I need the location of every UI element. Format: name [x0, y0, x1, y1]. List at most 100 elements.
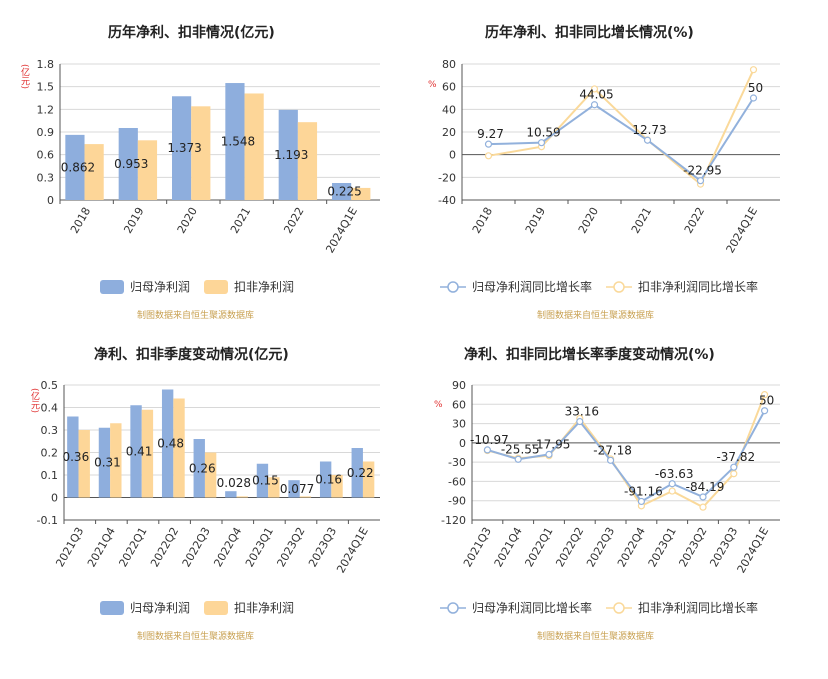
deducted-profit-bar: [84, 144, 104, 200]
deducted-profit-bar: [173, 398, 185, 498]
net-growth-point: [730, 463, 738, 471]
deducted-profit-bar: [297, 122, 318, 200]
net-profit-bar: [65, 134, 85, 200]
net-growth-point: [483, 446, 492, 454]
deducted-growth-point: [730, 470, 738, 478]
legend: 归母净利润同比增长率 扣非净利润同比增长率: [440, 278, 772, 295]
deducted-profit-bar: [362, 461, 375, 498]
y-tick-label: 1.8: [37, 58, 55, 71]
legend-line-marker: [606, 601, 633, 614]
chart-title: 净利、扣非同比增长率季度变动情况(%): [464, 347, 715, 363]
deducted-profit-bar: [244, 93, 264, 200]
y-tick-label: -90: [448, 495, 466, 508]
x-tick-label: 2020: [175, 205, 200, 236]
legend-label: 归母净利润: [130, 601, 191, 615]
data-label: 0.41: [126, 444, 153, 458]
net-growth-point: [696, 177, 705, 185]
x-tick-label: 2022Q4: [211, 525, 244, 569]
deducted-profit-bar: [110, 423, 122, 498]
net-growth-point: [607, 456, 615, 464]
x-tick-label: 2023Q3: [306, 525, 339, 569]
legend-label: 扣非净利润同比增长率: [638, 280, 759, 294]
net-profit-bar: [193, 439, 205, 498]
x-tick-label: 2018: [68, 205, 93, 236]
x-tick-label: 2022Q3: [180, 525, 213, 569]
data-label: -84.19: [686, 480, 725, 494]
x-tick-label: 2018: [470, 205, 495, 236]
legend: 归母净利润同比增长率 扣非净利润同比增长率: [440, 599, 772, 616]
data-label: 1.373: [167, 141, 201, 155]
deducted-profit-bar: [299, 496, 312, 498]
net-profit-bar: [172, 96, 192, 200]
data-label: -10.97: [470, 433, 509, 447]
x-tick-label: 2021: [629, 205, 654, 236]
data-label: 0.16: [315, 473, 342, 487]
data-label: 12.73: [632, 123, 666, 137]
y-tick-label: 0.4: [41, 402, 59, 415]
data-label: 50: [748, 81, 763, 95]
y-tick-label: 0.5: [41, 379, 59, 392]
y-tick-label: 0.3: [37, 171, 55, 184]
y-tick-label: -30: [448, 456, 466, 469]
legend-item-net-profit[interactable]: 归母净利润: [100, 278, 190, 295]
data-label: 0.077: [280, 482, 314, 496]
y-tick-label: 30: [452, 418, 466, 431]
y-tick-label: 0: [51, 492, 58, 505]
legend-item-deducted-profit[interactable]: 扣非净利润: [204, 278, 294, 295]
deducted-profit-bar: [268, 477, 280, 498]
net-growth-point: [545, 450, 553, 458]
net-profit-bar: [319, 461, 332, 498]
net-growth-point: [637, 497, 645, 506]
data-label: -91.16: [624, 484, 663, 498]
data-label: 44.05: [579, 88, 613, 102]
net-growth-point: [761, 407, 769, 415]
data-label: -37.82: [716, 450, 755, 464]
x-tick-label: 2022Q2: [148, 525, 181, 569]
net-profit-bar: [256, 463, 269, 498]
x-tick-label: 2021Q4: [85, 525, 118, 569]
y-tick-label: 90: [452, 379, 466, 392]
legend-label: 归母净利润: [130, 280, 191, 294]
data-label: 0.862: [61, 160, 95, 174]
net-growth-point: [699, 493, 707, 501]
legend-label: 归母净利润同比增长率: [472, 601, 593, 615]
legend-swatch: [100, 279, 124, 294]
y-tick-label: 20: [442, 126, 456, 139]
deducted-profit-bar: [191, 106, 211, 200]
legend: 归母净利润 扣非净利润: [100, 599, 308, 616]
legend-item-net-growth[interactable]: 归母净利润同比增长率: [440, 599, 592, 616]
x-tick-label: 2023Q1: [243, 525, 276, 569]
deducted-profit-bar: [236, 496, 248, 498]
deducted-growth-point: [668, 487, 676, 495]
y-tick-label: 80: [442, 58, 456, 71]
net-profit-bar: [130, 405, 142, 498]
data-label: 10.59: [526, 126, 560, 140]
legend-item-deducted-growth[interactable]: 扣非净利润同比增长率: [606, 599, 758, 616]
quarterly-growth-chart: -120-90-60-3003060902021Q32021Q42022Q120…: [441, 379, 780, 575]
legend-item-deducted-growth[interactable]: 扣非净利润同比增长率: [606, 278, 758, 295]
net-profit-bar: [118, 127, 138, 200]
deducted-growth-point: [749, 66, 758, 74]
data-label: -63.63: [655, 467, 694, 481]
data-label: 33.16: [565, 405, 599, 419]
net-profit-bar: [225, 83, 245, 200]
legend-swatch: [100, 600, 124, 615]
source-credit: 制图数据来自恒生聚源数据库: [537, 311, 655, 321]
data-label: -27.18: [593, 443, 632, 457]
legend-swatch: [204, 279, 229, 294]
legend-item-deducted-profit[interactable]: 扣非净利润: [204, 599, 294, 616]
data-label: 0.36: [62, 450, 89, 464]
x-tick-label: 2021: [228, 205, 253, 236]
net-profit-bar: [351, 448, 363, 498]
legend-item-net-growth[interactable]: 归母净利润同比增长率: [440, 278, 592, 295]
legend-line-marker: [606, 280, 633, 293]
data-label: 1.548: [221, 135, 255, 149]
x-tick-label: 2020: [576, 205, 601, 236]
net-growth-point: [484, 140, 493, 148]
y-axis-unit: %: [434, 400, 443, 410]
net-growth-point: [668, 480, 676, 488]
net-growth-point: [576, 417, 584, 426]
deducted-growth-point: [761, 391, 769, 399]
y-tick-label: -60: [448, 475, 466, 488]
legend-item-net-profit[interactable]: 归母净利润: [100, 599, 190, 616]
